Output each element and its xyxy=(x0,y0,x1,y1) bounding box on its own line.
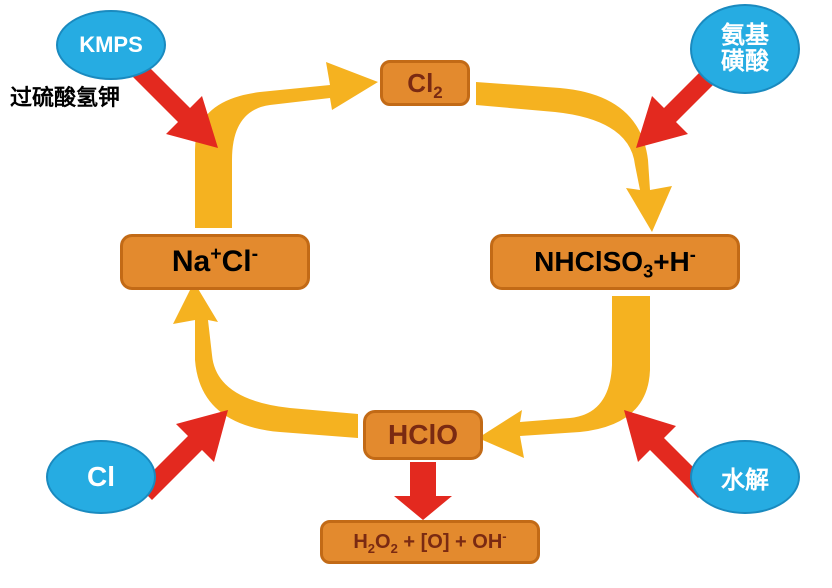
node-hydro-label: 水解 xyxy=(721,460,769,495)
node-h2o2: H2O2 + [O] + OH- xyxy=(320,520,540,564)
arrow-cl2-to-nhclso3 xyxy=(476,82,672,232)
node-cl: Cl xyxy=(46,440,156,514)
node-nacl: Na+Cl- xyxy=(120,234,310,290)
node-hydro: 水解 xyxy=(690,440,800,514)
node-amino: 氨基磺酸 xyxy=(690,4,800,94)
node-kmps-label: KMPS xyxy=(79,32,143,58)
node-cl2-label: Cl2 xyxy=(407,68,442,99)
node-nhclso3-label: NHClSO3+H- xyxy=(534,246,696,278)
node-nhclso3: NHClSO3+H- xyxy=(490,234,740,290)
node-hclo: HClO xyxy=(363,410,483,460)
arrow-hclo-down xyxy=(394,462,452,520)
arrow-hclo-to-nacl xyxy=(173,282,358,438)
node-kmps: KMPS xyxy=(56,10,166,80)
node-hclo-label: HClO xyxy=(388,419,458,451)
diagram-stage: Cl2 Na+Cl- NHClSO3+H- HClO H2O2 + [O] + … xyxy=(0,0,832,588)
node-cl2: Cl2 xyxy=(380,60,470,106)
label-kmps-sub: 过硫酸氢钾 xyxy=(10,80,120,112)
node-cl-label: Cl xyxy=(87,461,115,493)
node-h2o2-label: H2O2 + [O] + OH- xyxy=(353,531,506,554)
node-amino-label: 氨基磺酸 xyxy=(721,23,769,76)
arrow-nhclso3-to-hclo xyxy=(478,296,650,458)
arrow-nacl-to-cl2 xyxy=(195,62,378,228)
node-nacl-label: Na+Cl- xyxy=(172,245,258,279)
